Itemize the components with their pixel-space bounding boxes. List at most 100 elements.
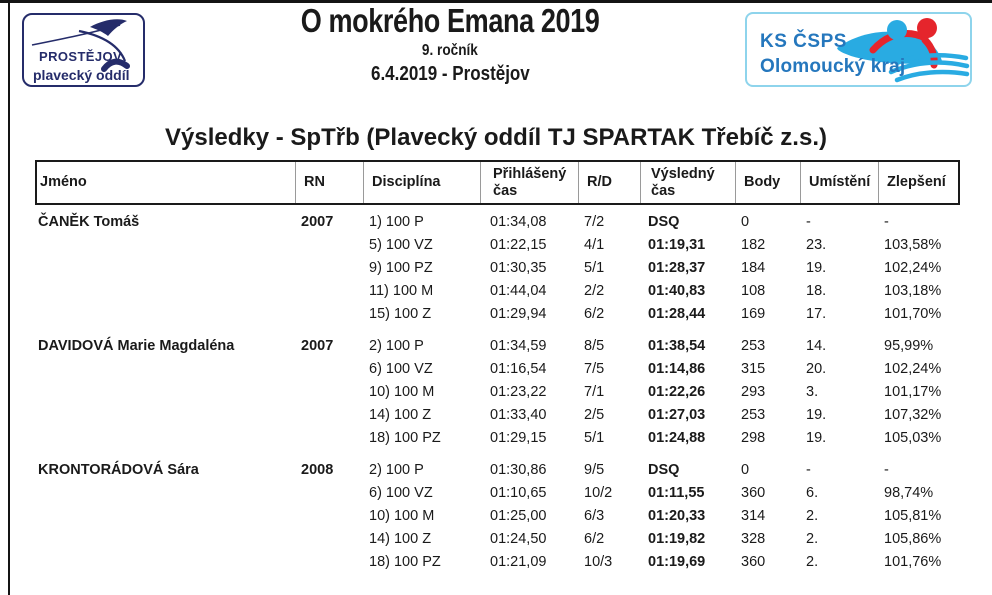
- table-row: 15) 100 Z 01:29,94 6/2 01:28,44 169 17. 101,70…: [35, 302, 960, 325]
- col-header-jmeno: Jméno: [40, 174, 87, 191]
- cell-entry-time: 01:16,54: [490, 360, 547, 377]
- cell-points: 0: [741, 461, 750, 478]
- swimmer-waves-icon: [837, 18, 970, 83]
- cell-place: 23.: [806, 236, 827, 253]
- cell-improvement: 98,74%: [884, 484, 934, 501]
- cell-rd: 6/2: [584, 305, 605, 322]
- event-date-location: 6.4.2019 - Prostějov: [370, 63, 530, 85]
- cell-place: 20.: [806, 360, 827, 377]
- cell-discipline: 2) 100 P: [369, 461, 424, 478]
- cell-discipline: 9) 100 PZ: [369, 259, 433, 276]
- prostejov-club-logo: PROSTĚJOV plavecký oddíl: [22, 13, 145, 87]
- cell-improvement: 105,86%: [884, 530, 942, 547]
- club-name-label: PROSTĚJOV: [39, 49, 123, 64]
- region-org-label: KS ČSPS: [760, 31, 847, 52]
- cell-improvement: 103,18%: [884, 282, 942, 299]
- cell-result-time: 01:24,88: [648, 429, 706, 446]
- table-row: 18) 100 PZ 01:29,15 5/1 01:24,88 298 19. 105,0…: [35, 426, 960, 449]
- cell-result-time: DSQ: [648, 461, 680, 478]
- cell-place: -: [806, 213, 811, 230]
- cell-rd: 6/3: [584, 507, 605, 524]
- cell-discipline: 1) 100 P: [369, 213, 424, 230]
- swimmer-block: ČANĚK Tomáš 2007 1) 100 P 01:34,08 7/2 DSQ 0 - -…: [35, 210, 960, 325]
- cell-points: 314: [741, 507, 766, 524]
- cell-points: 253: [741, 406, 766, 423]
- cell-discipline: 11) 100 M: [369, 282, 434, 299]
- table-row: 5) 100 VZ 01:22,15 4/1 01:19,31 182 23. 103,58…: [35, 233, 960, 256]
- swimmer-block: DAVIDOVÁ Marie Magdaléna 2007 2) 100 P 01:3…: [35, 334, 960, 449]
- cell-discipline: 6) 100 VZ: [369, 360, 433, 377]
- cell-improvement: 102,24%: [884, 259, 942, 276]
- cell-points: 360: [741, 553, 766, 570]
- cell-discipline: 14) 100 Z: [369, 406, 432, 423]
- cell-entry-time: 01:33,40: [490, 406, 547, 423]
- cell-rd: 2/2: [584, 282, 605, 299]
- cell-rd: 7/1: [584, 383, 605, 400]
- cell-place: 19.: [806, 429, 827, 446]
- results-table-body: ČANĚK Tomáš 2007 1) 100 P 01:34,08 7/2 DSQ 0 - -…: [35, 210, 960, 582]
- cell-improvement: 102,24%: [884, 360, 942, 377]
- cell-result-time: 01:40,83: [648, 282, 706, 299]
- cell-improvement: 105,81%: [884, 507, 942, 524]
- cell-result-time: 01:19,82: [648, 530, 706, 547]
- table-row: 10) 100 M 01:23,22 7/1 01:22,26 293 3. 101,17%: [35, 380, 960, 403]
- cell-entry-time: 01:10,65: [490, 484, 547, 501]
- cell-entry-time: 01:34,08: [490, 213, 547, 230]
- cell-place: 19.: [806, 259, 827, 276]
- cell-name: KRONTORÁDOVÁ Sára: [38, 461, 199, 478]
- cell-improvement: 95,99%: [884, 337, 934, 354]
- cell-rd: 7/5: [584, 360, 605, 377]
- cell-result-time: DSQ: [648, 213, 680, 230]
- cell-entry-time: 01:44,04: [490, 282, 547, 299]
- table-row: DAVIDOVÁ Marie Magdaléna 2007 2) 100 P 01:3…: [35, 334, 960, 357]
- col-header-body: Body: [735, 162, 800, 203]
- cell-place: 17.: [806, 305, 827, 322]
- cell-result-time: 01:28,37: [648, 259, 706, 276]
- cell-entry-time: 01:25,00: [490, 507, 547, 524]
- page-top-edge: [0, 0, 992, 3]
- cell-points: 360: [741, 484, 766, 501]
- cell-result-time: 01:14,86: [648, 360, 706, 377]
- table-row: 9) 100 PZ 01:30,35 5/1 01:28,37 184 19. 102,24…: [35, 256, 960, 279]
- cell-discipline: 2) 100 P: [369, 337, 424, 354]
- cell-entry-time: 01:29,15: [490, 429, 547, 446]
- cell-points: 182: [741, 236, 766, 253]
- cell-rd: 5/1: [584, 259, 605, 276]
- col-header-vysledny-cas: Výsledný čas: [640, 162, 735, 203]
- cell-entry-time: 01:34,59: [490, 337, 547, 354]
- cell-result-time: 01:19,69: [648, 553, 706, 570]
- cell-discipline: 18) 100 PZ: [369, 429, 441, 446]
- cell-entry-time: 01:30,86: [490, 461, 547, 478]
- event-title: O mokrého Emana 2019: [300, 2, 600, 39]
- cell-place: 6.: [806, 484, 819, 501]
- results-heading: Výsledky - SpTřb (Plavecký oddíl TJ SPAR…: [165, 124, 827, 151]
- cell-entry-time: 01:22,15: [490, 236, 547, 253]
- cell-place: 14.: [806, 337, 827, 354]
- cell-rn: 2007: [301, 337, 334, 354]
- cell-points: 108: [741, 282, 766, 299]
- cell-result-time: 01:20,33: [648, 507, 706, 524]
- cell-name: ČANĚK Tomáš: [38, 213, 140, 230]
- cell-rd: 10/3: [584, 553, 613, 570]
- cell-place: 18.: [806, 282, 827, 299]
- cell-result-time: 01:27,03: [648, 406, 706, 423]
- table-row: 10) 100 M 01:25,00 6/3 01:20,33 314 2. 105,81%: [35, 504, 960, 527]
- cell-discipline: 6) 100 VZ: [369, 484, 433, 501]
- cell-rd: 6/2: [584, 530, 605, 547]
- col-header-rd: R/D: [578, 162, 640, 203]
- event-edition: 9. ročník: [422, 42, 478, 59]
- cell-entry-time: 01:21,09: [490, 553, 547, 570]
- cell-improvement: 107,32%: [884, 406, 942, 423]
- event-title-block: O mokrého Emana 2019 9. ročník 6.4.2019 …: [160, 2, 740, 86]
- cell-rd: 4/1: [584, 236, 605, 253]
- swimmer-block: KRONTORÁDOVÁ Sára 2008 2) 100 P 01:30,86 9/5…: [35, 458, 960, 573]
- cell-result-time: 01:38,54: [648, 337, 706, 354]
- cell-improvement: 101,70%: [884, 305, 942, 322]
- dolphin-swoosh-icon: [31, 19, 130, 72]
- cell-points: 315: [741, 360, 766, 377]
- cell-improvement: 101,17%: [884, 383, 942, 400]
- kscsps-region-logo: KS ČSPS Olomoucký kraj: [745, 12, 972, 87]
- cell-improvement: 101,76%: [884, 553, 942, 570]
- cell-place: 19.: [806, 406, 827, 423]
